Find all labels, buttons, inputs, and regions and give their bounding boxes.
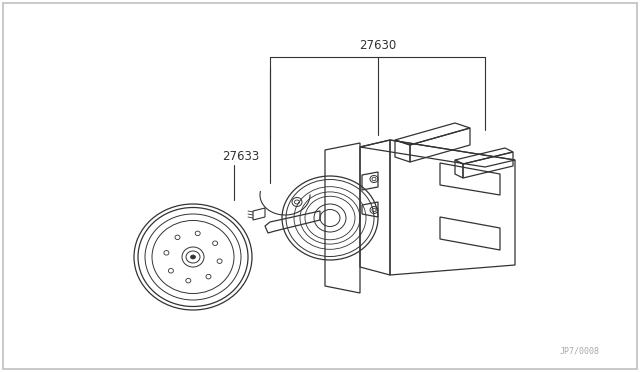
- Text: 27630: 27630: [359, 39, 396, 52]
- Text: 27633: 27633: [222, 151, 259, 164]
- Text: JP7/0008: JP7/0008: [560, 346, 600, 355]
- Ellipse shape: [191, 255, 195, 259]
